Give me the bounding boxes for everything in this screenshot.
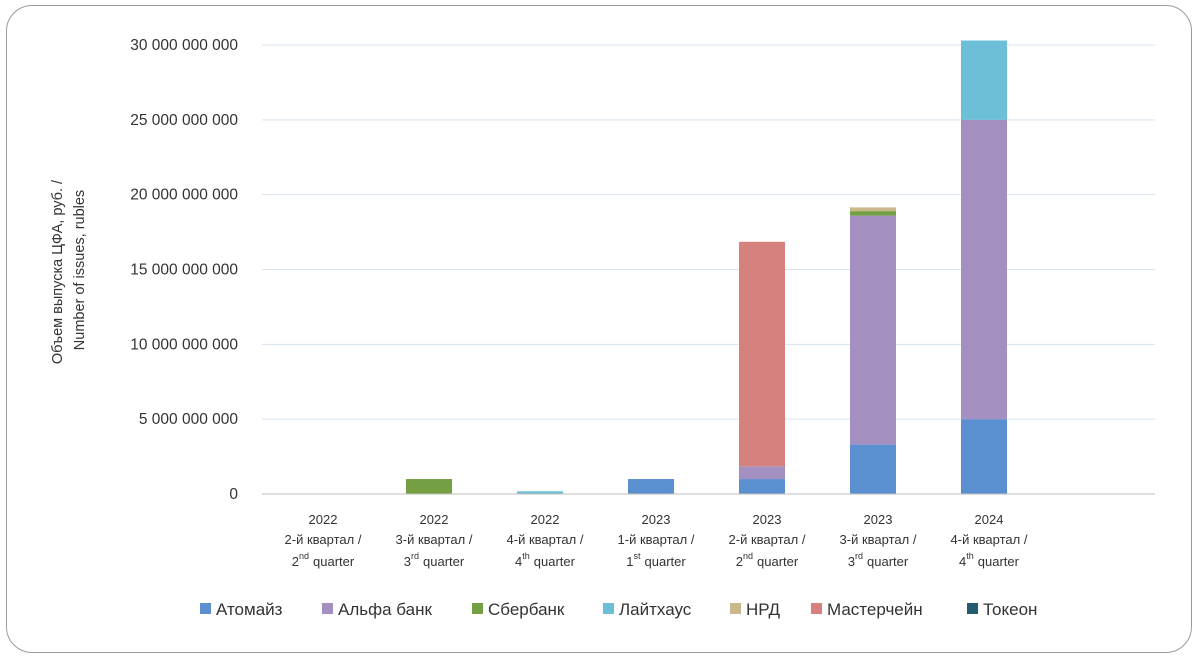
x-category-ru: 3-й квартал / bbox=[840, 532, 917, 547]
bars bbox=[406, 40, 1007, 494]
bar-segment bbox=[739, 241, 785, 467]
y-tick-label: 5 000 000 000 bbox=[139, 411, 239, 428]
x-category-year: 2022 bbox=[309, 512, 338, 527]
bar-segment bbox=[739, 466, 785, 480]
y-tick-label: 30 000 000 000 bbox=[130, 37, 238, 54]
legend-swatch bbox=[322, 603, 333, 614]
bar-segment bbox=[961, 40, 1007, 120]
y-axis-tick-labels: 0 5 000 000 000 10 000 000 000 15 000 000 0… bbox=[130, 37, 238, 503]
legend-label: НРД bbox=[746, 600, 780, 619]
bar-segment bbox=[850, 444, 896, 494]
x-category-en: 2nd quarter bbox=[292, 551, 355, 569]
y-tick-label: 25 000 000 000 bbox=[130, 112, 238, 129]
x-category-num: 3 bbox=[404, 554, 411, 569]
x-category-en: 1st quarter bbox=[626, 551, 686, 569]
y-tick-label: 10 000 000 000 bbox=[130, 336, 238, 353]
x-category-en-word: quarter bbox=[978, 554, 1020, 569]
x-category-sup: rd bbox=[855, 551, 863, 561]
x-category-en: 3rd quarter bbox=[848, 551, 909, 569]
y-axis-label-line-2: Number of issues, rubles bbox=[72, 190, 88, 350]
x-category-ru: 2-й квартал / bbox=[729, 532, 806, 547]
x-category-en-word: quarter bbox=[867, 554, 909, 569]
x-category-year: 2023 bbox=[864, 512, 893, 527]
x-category-en: 2nd quarter bbox=[736, 551, 799, 569]
y-tick-label: 0 bbox=[229, 486, 238, 503]
bar-segment bbox=[517, 491, 563, 494]
y-axis-label-line-1: Объем выпуска ЦФА, руб. / bbox=[50, 179, 66, 364]
bar-segment bbox=[850, 207, 896, 212]
x-category-sup: th bbox=[966, 551, 974, 561]
legend-item: Сбербанк bbox=[472, 600, 565, 619]
x-category-en: 3rd quarter bbox=[404, 551, 465, 569]
x-category-sup: st bbox=[634, 551, 642, 561]
x-category-num: 4 bbox=[515, 554, 522, 569]
x-category-year: 2022 bbox=[531, 512, 560, 527]
legend-item: НРД bbox=[730, 600, 780, 619]
x-category-num: 1 bbox=[626, 554, 633, 569]
x-category-en-word: quarter bbox=[313, 554, 355, 569]
x-category-year: 2023 bbox=[753, 512, 782, 527]
x-category-ru: 1-й квартал / bbox=[618, 532, 695, 547]
x-category-ru: 4-й квартал / bbox=[951, 532, 1028, 547]
x-category-num: 2 bbox=[292, 554, 299, 569]
legend-swatch bbox=[967, 603, 978, 614]
bar-segment bbox=[850, 215, 896, 445]
x-category-sup: th bbox=[522, 551, 530, 561]
x-category-en-word: quarter bbox=[423, 554, 465, 569]
x-category-en: 4th quarter bbox=[959, 551, 1020, 569]
y-tick-label: 20 000 000 000 bbox=[130, 187, 238, 204]
bar-segment bbox=[406, 479, 452, 494]
x-category-en: 4th quarter bbox=[515, 551, 576, 569]
legend-item: Лайтхаус bbox=[603, 600, 692, 619]
y-tick-label: 15 000 000 000 bbox=[130, 262, 238, 279]
bar-segment bbox=[739, 479, 785, 494]
bar-segment bbox=[961, 119, 1007, 420]
bar-segment bbox=[628, 479, 674, 494]
legend-label: Альфа банк bbox=[338, 600, 432, 619]
legend-item: Атомайз bbox=[200, 600, 283, 619]
x-category-year: 2023 bbox=[642, 512, 671, 527]
legend-label: Лайтхаус bbox=[619, 600, 692, 619]
legend-item: Мастерчейн bbox=[811, 600, 923, 619]
legend-item: Альфа банк bbox=[322, 600, 432, 619]
x-category-en-word: quarter bbox=[757, 554, 799, 569]
x-category-num: 3 bbox=[848, 554, 855, 569]
x-category-year: 2024 bbox=[975, 512, 1004, 527]
x-category-num: 4 bbox=[959, 554, 966, 569]
legend: Атомайз Альфа банк Сбербанк Лайтхаус НРД Маст… bbox=[200, 600, 1037, 619]
legend-swatch bbox=[603, 603, 614, 614]
legend-label: Атомайз bbox=[216, 600, 283, 619]
x-category-en-word: quarter bbox=[645, 554, 687, 569]
legend-swatch bbox=[730, 603, 741, 614]
x-category-ru: 2-й квартал / bbox=[285, 532, 362, 547]
bar-segment bbox=[961, 419, 1007, 494]
legend-swatch bbox=[200, 603, 211, 614]
x-category-sup: nd bbox=[743, 551, 753, 561]
x-category-sup: nd bbox=[299, 551, 309, 561]
x-category-num: 2 bbox=[736, 554, 743, 569]
legend-label: Мастерчейн bbox=[827, 600, 923, 619]
bar-segment bbox=[850, 211, 896, 216]
x-category-ru: 3-й квартал / bbox=[396, 532, 473, 547]
legend-label: Токеон bbox=[983, 600, 1037, 619]
gridlines bbox=[262, 44, 1155, 420]
legend-item: Токеон bbox=[967, 600, 1037, 619]
x-category-en-word: quarter bbox=[534, 554, 576, 569]
x-category-ru: 4-й квартал / bbox=[507, 532, 584, 547]
y-axis-label: Объем выпуска ЦФА, руб. / Number of issu… bbox=[50, 176, 88, 364]
legend-swatch bbox=[811, 603, 822, 614]
legend-label: Сбербанк bbox=[488, 600, 565, 619]
x-category-sup: rd bbox=[411, 551, 419, 561]
x-category-year: 2022 bbox=[420, 512, 449, 527]
legend-swatch bbox=[472, 603, 483, 614]
